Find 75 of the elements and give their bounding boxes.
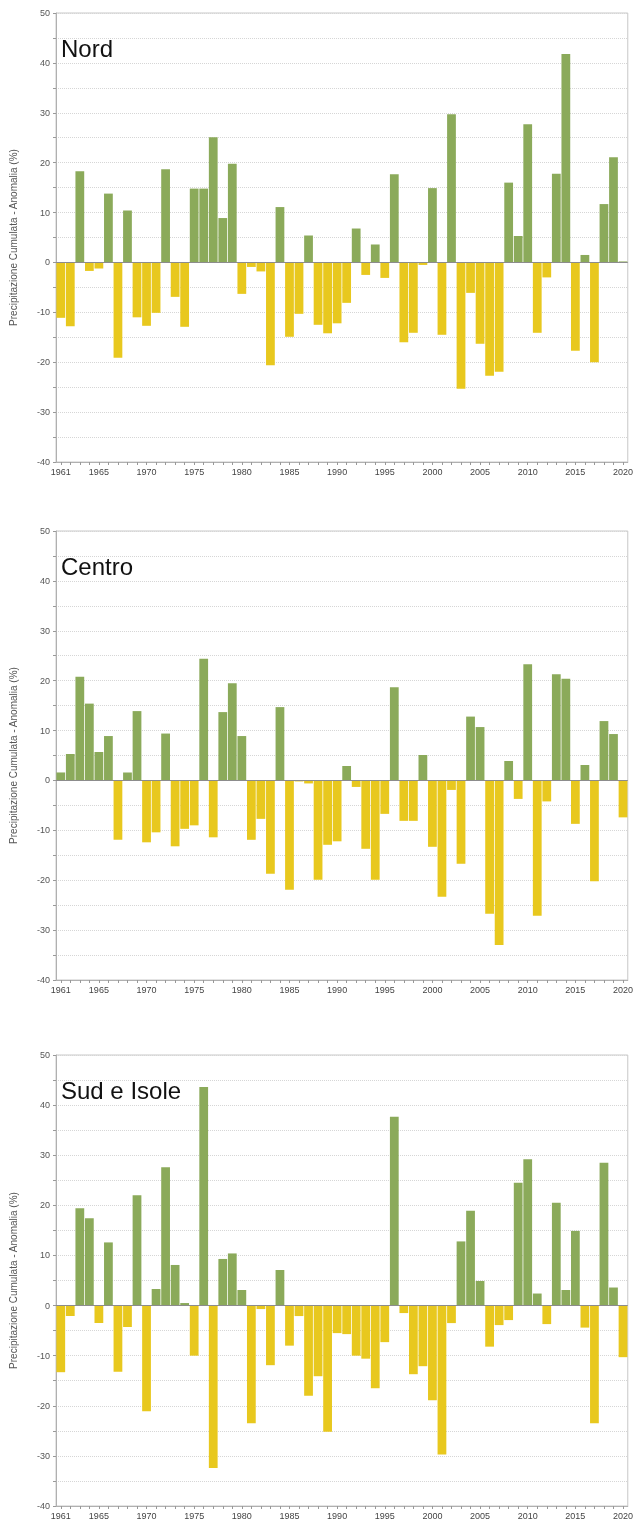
- y-tick-label: 30: [39, 625, 50, 636]
- x-tick-label: 2010: [517, 1510, 538, 1521]
- x-tick-label: 1980: [231, 466, 252, 477]
- x-tick-label: 1985: [279, 984, 300, 995]
- x-tick-label: 2020: [613, 466, 634, 477]
- x-tick-label: 2010: [517, 466, 538, 477]
- y-axis-title: Precipitazione Cumulata - Anomalia (%): [7, 149, 19, 326]
- x-tick-label: 1975: [184, 984, 205, 995]
- x-tick-label: 1965: [88, 984, 109, 995]
- x-tick-label: 2020: [613, 984, 634, 995]
- x-tick-label: 2015: [565, 984, 586, 995]
- text: Nord: [61, 34, 114, 62]
- y-tick-label: 40: [39, 1100, 50, 1111]
- x-tick-label: 2005: [470, 466, 491, 477]
- x-tick-label: 1980: [231, 1510, 252, 1521]
- y-tick-label: 10: [39, 207, 50, 218]
- x-tick-label: 2020: [613, 1510, 634, 1521]
- y-tick-label: 30: [39, 107, 50, 118]
- y-tick-label: -30: [36, 407, 50, 418]
- y-tick-label: 20: [39, 1200, 50, 1211]
- y-tick-label: 10: [39, 725, 50, 736]
- x-tick-label: 1995: [374, 984, 395, 995]
- x-tick-label: 1990: [327, 1510, 348, 1521]
- x-tick-label: 1970: [136, 1510, 157, 1521]
- y-tick-label: 50: [39, 526, 50, 536]
- x-tick-label: 1961: [50, 984, 71, 995]
- x-tick-label: 1990: [327, 466, 348, 477]
- y-tick-label: -10: [36, 1350, 50, 1361]
- y-tick-label: -10: [36, 825, 50, 836]
- y-axis-title: Precipitazione Cumulata - Anomalia (%): [7, 1192, 19, 1369]
- x-tick-label: 1975: [184, 466, 205, 477]
- y-tick-label: -30: [36, 1450, 50, 1461]
- x-tick-label: 2010: [517, 984, 538, 995]
- y-tick-label: 0: [44, 1300, 50, 1311]
- x-tick-label: 2015: [565, 466, 586, 477]
- x-tick-label: 1985: [279, 466, 300, 477]
- x-tick-label: 1970: [136, 984, 157, 995]
- x-tick-label: 1995: [374, 466, 395, 477]
- x-tick-label: 1975: [184, 1510, 205, 1521]
- x-tick-label: 1985: [279, 1510, 300, 1521]
- x-tick-label: 1961: [50, 1510, 71, 1521]
- y-tick-label: -40: [36, 1501, 50, 1511]
- x-tick-label: 1990: [327, 984, 348, 995]
- x-tick-label: 1995: [374, 1510, 395, 1521]
- y-tick-label: -40: [36, 457, 50, 467]
- y-tick-label: -40: [36, 975, 50, 985]
- x-tick-label: 1965: [88, 1510, 109, 1521]
- y-tick-label: 30: [39, 1150, 50, 1161]
- x-tick-label: 2000: [422, 466, 443, 477]
- y-tick-label: -20: [36, 357, 50, 368]
- x-tick-label: 2000: [422, 1510, 443, 1521]
- x-tick-label: 1961: [50, 466, 71, 477]
- y-axis-title: Precipitazione Cumulata - Anomalia (%): [7, 667, 19, 844]
- y-tick-label: 0: [44, 257, 50, 268]
- x-tick-label: 1965: [88, 466, 109, 477]
- y-tick-label: -20: [36, 1400, 50, 1411]
- y-tick-label: 0: [44, 775, 50, 786]
- y-tick-label: 50: [39, 8, 50, 18]
- y-tick-label: 40: [39, 57, 50, 68]
- x-tick-label: 2015: [565, 1510, 586, 1521]
- y-tick-label: -30: [36, 925, 50, 936]
- y-tick-label: 40: [39, 575, 50, 586]
- y-tick-label: 50: [39, 1050, 50, 1060]
- x-tick-label: 2005: [470, 984, 491, 995]
- text: Sud e Isole: [61, 1076, 182, 1104]
- x-tick-label: 2005: [470, 1510, 491, 1521]
- y-tick-label: -10: [36, 307, 50, 318]
- text: Centro: [61, 552, 134, 580]
- x-tick-label: 1980: [231, 984, 252, 995]
- y-tick-label: 20: [39, 675, 50, 686]
- y-tick-label: 10: [39, 1250, 50, 1261]
- x-tick-label: 2000: [422, 984, 443, 995]
- y-tick-label: 20: [39, 157, 50, 168]
- y-tick-label: -20: [36, 875, 50, 886]
- x-tick-label: 1970: [136, 466, 157, 477]
